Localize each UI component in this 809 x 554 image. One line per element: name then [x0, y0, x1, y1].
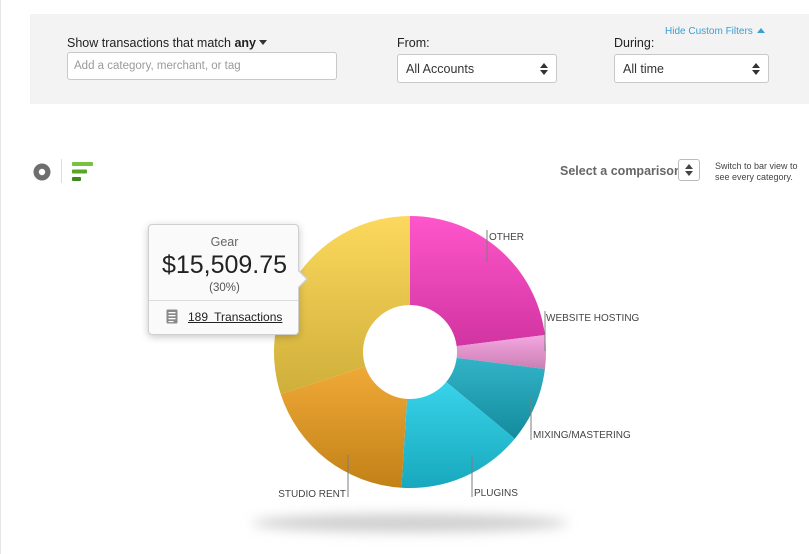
date-range-select-value: All time [623, 62, 664, 76]
caret-up-icon [756, 28, 765, 33]
select-arrows-icon [752, 62, 760, 76]
tooltip-percent: (30%) [209, 282, 240, 294]
donut-slice-plugins[interactable] [401, 381, 515, 488]
slice-label: MIXING/MASTERING [533, 430, 631, 441]
select-arrows-icon [685, 164, 693, 176]
transactions-link[interactable]: 189 Transactions [188, 310, 283, 324]
category-merchant-tag-input[interactable] [67, 52, 337, 80]
bar-chart-icon [72, 162, 93, 181]
during-label: During: [614, 36, 655, 50]
match-mode-value: any [234, 36, 257, 50]
slice-label: OTHER [489, 232, 524, 243]
page-left-border [0, 0, 1, 554]
chart-shadow [252, 514, 568, 532]
tooltip-arrow-fill [298, 271, 306, 287]
donut-slice-website-hosting[interactable] [456, 334, 546, 370]
match-prefix-text: Show transactions that match [67, 36, 231, 50]
custom-filter-panel: Hide Custom Filters Show transactions th… [30, 14, 809, 104]
donut-slice-studio-rent[interactable] [280, 366, 408, 488]
match-mode-label: Show transactions that match any [67, 36, 268, 50]
match-mode-dropdown[interactable]: any [234, 36, 268, 50]
donut-slice-other[interactable] [410, 216, 545, 347]
donut-slice-gear[interactable] [273, 216, 410, 395]
caret-down-icon [259, 40, 268, 45]
account-select[interactable]: All Accounts [397, 54, 557, 83]
slice-label: WEBSITE HOSTING [546, 313, 640, 324]
date-range-select[interactable]: All time [614, 54, 769, 83]
comparison-select[interactable] [678, 159, 700, 181]
donut-view-button[interactable] [33, 163, 51, 181]
select-arrows-icon [540, 62, 548, 76]
hide-custom-filters-link[interactable]: Hide Custom Filters [665, 26, 765, 37]
from-label: From: [397, 36, 430, 50]
tooltip-category: Gear [210, 235, 239, 249]
hide-filters-label: Hide Custom Filters [665, 26, 753, 37]
tooltip-amount: $15,509.75 [161, 251, 288, 279]
donut-slice-mixing-mastering[interactable] [446, 357, 545, 439]
view-toggle-divider [61, 159, 62, 183]
account-select-value: All Accounts [406, 62, 475, 76]
slice-label: STUDIO RENT [278, 489, 346, 500]
comparison-label: Select a comparison [560, 164, 682, 178]
transactions-list-icon [166, 309, 178, 324]
bar-view-button[interactable] [72, 162, 94, 181]
donut-chart-icon [33, 163, 51, 181]
switch-view-hint: Switch to bar view to see every category… [715, 161, 798, 182]
tooltip-divider [149, 300, 298, 301]
category-tooltip: Gear $15,509.75 (30%) 189 Transactions [148, 224, 308, 335]
slice-label: PLUGINS [474, 488, 518, 499]
